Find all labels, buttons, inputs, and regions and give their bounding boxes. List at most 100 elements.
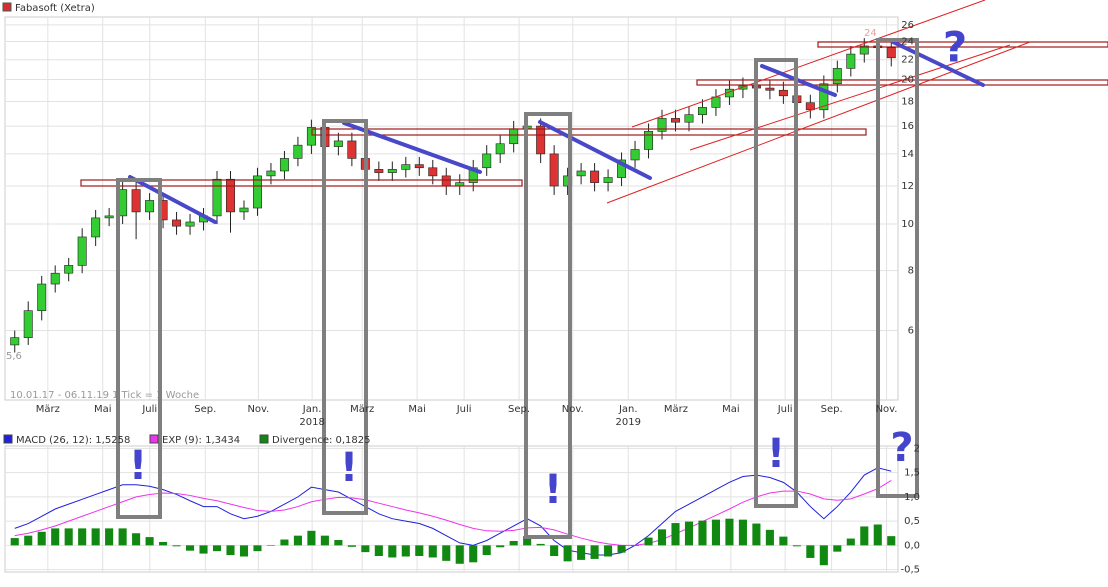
legend-swatch: [2, 2, 12, 12]
candle-body: [428, 167, 438, 177]
x-tick-label: Juli: [141, 404, 157, 415]
x-tick-label: Nov.: [247, 404, 269, 415]
trend-line: [891, 40, 985, 87]
divergence-bar: [320, 535, 329, 546]
divergence-bar: [779, 536, 788, 546]
x-tick-label: Sep.: [508, 404, 530, 415]
divergence-bar: [887, 536, 896, 546]
divergence-bar: [334, 540, 343, 546]
divergence-bar: [833, 545, 842, 552]
y-tick-label: 20: [901, 75, 914, 86]
x-tick-label: März: [664, 404, 688, 415]
y-tick-label: 8: [908, 266, 914, 277]
x-year-label: 2019: [616, 417, 641, 428]
y-tick-label: 10: [901, 219, 914, 230]
divergence-bar: [172, 545, 181, 547]
candle-body: [509, 128, 519, 145]
candle-body: [549, 153, 559, 187]
highlight-box: [754, 58, 798, 508]
x-tick-label: Mai: [722, 404, 740, 415]
divergence-bar: [563, 545, 572, 562]
y-tick-label: 18: [901, 97, 914, 108]
divergence-bar: [806, 545, 815, 558]
x-tick-label: März: [36, 404, 60, 415]
candle-body: [590, 170, 600, 183]
divergence-bar: [186, 545, 195, 551]
legend-swatch: [149, 434, 159, 444]
candle-body: [37, 283, 47, 311]
divergence-bar: [415, 545, 424, 557]
x-tick-label: März: [350, 404, 374, 415]
candle-body: [333, 140, 343, 147]
highlight-box: [876, 38, 919, 498]
candle-body: [306, 127, 316, 146]
macd-panel: [4, 445, 899, 573]
candle-body: [482, 153, 492, 169]
x-tick-label: Sep.: [821, 404, 843, 415]
candle-body: [10, 337, 20, 346]
candle-body: [50, 272, 60, 285]
divergence-bar: [37, 531, 46, 546]
candle-body: [212, 178, 222, 217]
annotations: [80, 0, 1108, 539]
candle-body: [630, 149, 640, 161]
divergence-bar: [78, 528, 87, 546]
divergence-bar: [293, 535, 302, 546]
candle-body: [536, 125, 546, 155]
channel-line: [689, 44, 1011, 151]
x-tick-label: Sep.: [194, 404, 216, 415]
divergence-bar: [792, 545, 801, 547]
x-tick-label: Juli: [777, 404, 793, 415]
divergence-bar: [738, 519, 747, 546]
divergence-bar: [24, 535, 33, 546]
highlight-box: [524, 112, 572, 539]
divergence-bar: [496, 545, 505, 548]
x-tick-label: Jan.: [618, 404, 638, 415]
annotation: ?: [943, 23, 967, 72]
divergence-bar: [132, 533, 141, 546]
divergence-bar: [725, 518, 734, 546]
divergence-bar: [199, 545, 208, 554]
divergence-bar: [873, 524, 882, 546]
divergence-bar: [536, 543, 545, 546]
divergence-bar: [846, 538, 855, 546]
divergence-bar: [550, 545, 559, 557]
resistance-box: [80, 179, 523, 187]
divergence-bar: [509, 540, 518, 546]
legend-label: MACD (26, 12): 1,5258: [16, 435, 130, 446]
annotation: !: [767, 431, 785, 477]
divergence-bar: [361, 545, 370, 553]
x-tick-label: Jan.: [302, 404, 322, 415]
candle-body: [576, 170, 586, 177]
chart-title: Fabasoft (Xetra): [15, 3, 95, 14]
candle-body: [765, 87, 775, 91]
candle-body: [644, 131, 654, 150]
divergence-bar: [226, 545, 235, 556]
candle-body: [64, 265, 74, 274]
divergence-bar: [671, 523, 680, 546]
low-label: 5,6: [6, 351, 22, 362]
candle-body: [279, 158, 289, 172]
candle-body: [617, 159, 627, 178]
candle-body: [252, 175, 262, 209]
candle-body: [495, 143, 505, 155]
candle-body: [657, 118, 667, 132]
y-tick-label: 24: [901, 37, 914, 48]
resistance-box: [311, 128, 867, 136]
y-tick-label: 14: [901, 149, 914, 160]
divergence-bar: [711, 519, 720, 546]
divergence-bar: [752, 523, 761, 546]
candle-body: [23, 310, 33, 338]
trend-line: [128, 175, 217, 224]
annotation: !: [544, 467, 562, 513]
divergence-bar: [442, 545, 451, 561]
candle-body: [711, 96, 721, 108]
divergence-bar: [765, 529, 774, 546]
candle-body: [441, 175, 451, 187]
candle-body: [172, 219, 182, 227]
legend-swatch: [259, 434, 269, 444]
candle-body: [387, 169, 397, 173]
divergence-bar: [455, 545, 464, 564]
divergence-bar: [577, 545, 586, 560]
divergence-bar: [617, 545, 626, 553]
